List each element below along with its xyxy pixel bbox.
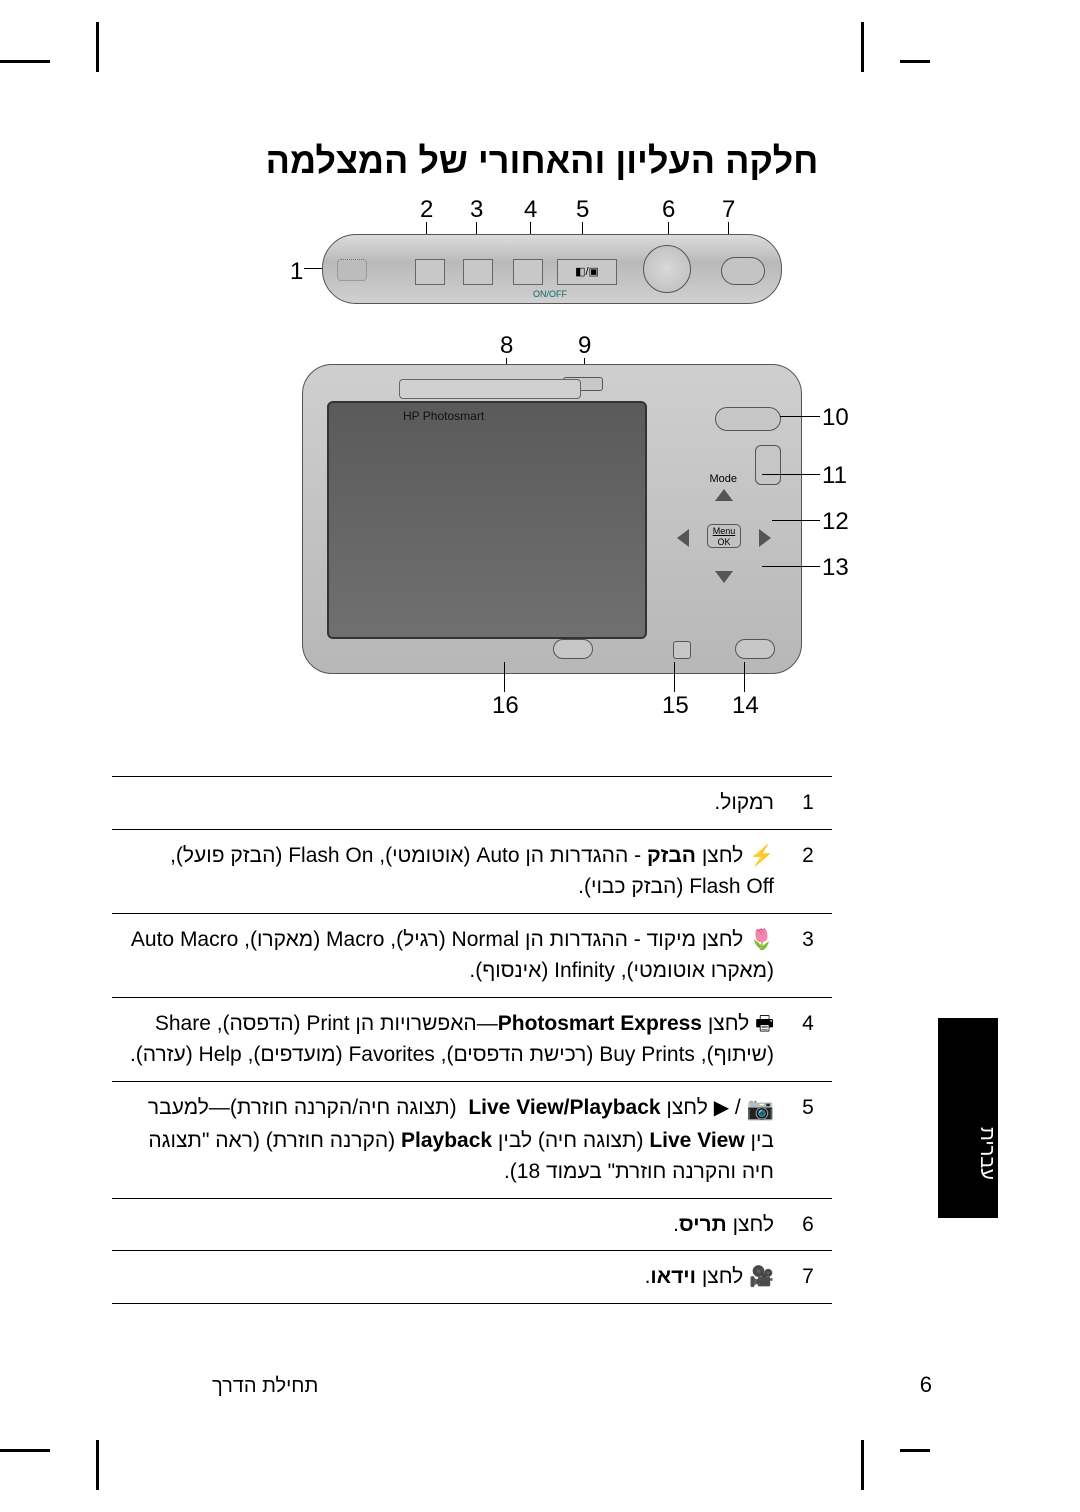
table-row: 5📷 / ▶ לחצן Live View/Playback (תצוגה חי… [112,1081,832,1198]
table-row: 7🎥 לחצן וידאו. [112,1251,832,1304]
callout-8: 8 [500,332,513,360]
callout-13: 13 [822,554,849,582]
row-number: 3 [784,913,832,997]
row-number: 7 [784,1251,832,1304]
page-number: 6 [920,1372,932,1398]
dpad: MenuOK [677,489,771,583]
back-view: 8 9 ON/OFF HP Photosmart Mode [242,332,842,752]
mid-callouts: 8 9 [242,332,842,360]
row-description: רמקול. [112,777,784,830]
callout-11: 11 [822,462,847,490]
callout-16: 16 [492,692,519,720]
row-description: 🎥 לחצן וידאו. [112,1251,784,1304]
row-number: 6 [784,1198,832,1251]
parts-table: 1רמקול.2⚡ לחצן הבזק - ההגדרות הן Auto (א… [112,776,832,1304]
row-description: 📷 / ▶ לחצן Live View/Playback (תצוגה חיה… [112,1081,784,1198]
footer-section: תחילת הדרך [212,1375,318,1398]
row-description: 🌷 לחצן מיקוד - ההגדרות הן Normal (רגיל),… [112,913,784,997]
callout-6: 6 [662,196,675,224]
callout-1: 1 [290,258,303,286]
table-row: 1רמקול. [112,777,832,830]
table-row: 2⚡ לחצן הבזק - ההגדרות הן Auto (אוטומטי)… [112,829,832,913]
camera-back-body: ON/OFF HP Photosmart Mode MenuOK [302,364,802,674]
table-row: 4🖶 לחצן Photosmart Express—האפשרויות הן … [112,997,832,1081]
menu-ok-button: MenuOK [707,524,741,548]
row-number: 4 [784,997,832,1081]
callout-5: 5 [576,196,589,224]
top-callouts: 2 3 4 5 6 7 [242,196,842,226]
camera-diagram: 2 3 4 5 6 7 1 ◧/▣ [242,196,842,752]
mode-label: Mode [709,473,737,485]
table-row: 3🌷 לחצן מיקוד - ההגדרות הן Normal (רגיל)… [112,913,832,997]
top-view: 2 3 4 5 6 7 1 ◧/▣ [242,196,842,326]
callout-9: 9 [578,332,591,360]
language-tab: עברית [938,1018,998,1218]
page-title: חלקה העליון והאחורי של המצלמה [92,140,992,182]
callout-4: 4 [524,196,537,224]
table-row: 6לחצן תריס. [112,1198,832,1251]
callout-10: 10 [822,404,849,432]
callout-14: 14 [732,692,759,720]
camera-top-body: ◧/▣ ON/OFF [322,234,782,304]
callout-3: 3 [470,196,483,224]
callout-12: 12 [822,508,849,536]
row-number: 1 [784,777,832,830]
lcd-screen [327,401,647,639]
callout-7: 7 [722,196,735,224]
callout-15: 15 [662,692,689,720]
row-number: 2 [784,829,832,913]
callout-2: 2 [420,196,433,224]
row-number: 5 [784,1081,832,1198]
row-description: ⚡ לחצן הבזק - ההגדרות הן Auto (אוטומטי),… [112,829,784,913]
row-description: 🖶 לחצן Photosmart Express—האפשרויות הן P… [112,997,784,1081]
brand-label: HP Photosmart [403,409,484,423]
page: חלקה העליון והאחורי של המצלמה 2 3 4 5 6 … [92,30,992,1470]
row-description: לחצן תריס. [112,1198,784,1251]
